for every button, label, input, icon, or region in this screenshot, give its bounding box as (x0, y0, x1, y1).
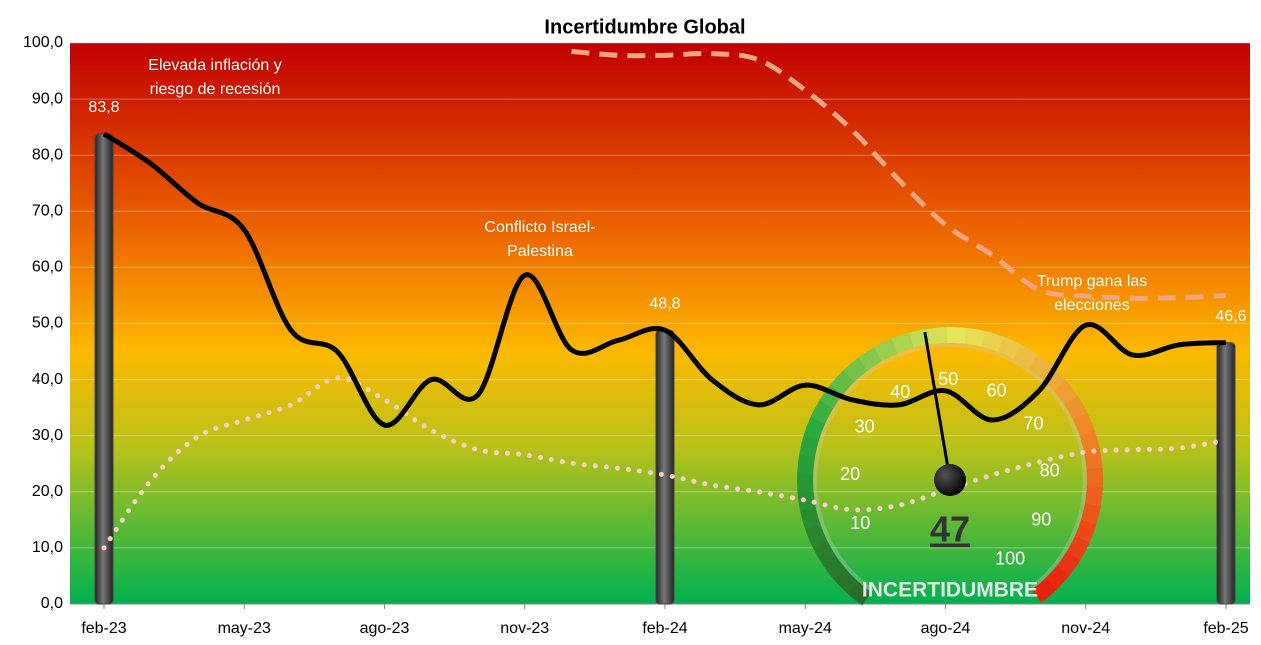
gauge-arc (1001, 344, 1018, 352)
gauge-arc (863, 354, 879, 364)
y-tick-label: 20,0 (32, 483, 63, 500)
y-tick-label: 30,0 (32, 427, 63, 444)
gauge-arc (966, 336, 985, 339)
x-tick-label: feb-25 (1203, 620, 1248, 637)
gauge-arc (1050, 570, 1063, 584)
gauge-arc (878, 346, 895, 354)
x-tick-label: nov-23 (500, 620, 549, 637)
chart: Incertidumbre Global 0,0 10,0 20,0 30,0 40,0… (0, 0, 1261, 640)
annotation: Conflicto Israel- (484, 219, 595, 236)
bar (656, 330, 674, 604)
data-label: 83,8 (88, 99, 119, 116)
annotation: Elevada inflación y (148, 57, 281, 74)
gauge-tick-label: 90 (1031, 510, 1051, 530)
data-label: 46,6 (1215, 308, 1246, 325)
gauge-tick-label: 60 (987, 380, 1007, 400)
y-tick-label: 10,0 (32, 539, 63, 556)
annotation: elecciones (1054, 297, 1130, 314)
gauge-arc (1088, 505, 1092, 524)
y-tick-label: 90,0 (32, 90, 63, 107)
gauge-arc (813, 526, 820, 544)
gauge-arc (807, 437, 811, 456)
gauge-arc (929, 335, 948, 336)
gauge-tick-label: 30 (855, 417, 875, 437)
gauge-arc (984, 339, 1002, 345)
gauge-arc (811, 420, 818, 438)
gauge-arc (1018, 352, 1034, 362)
gauge-arc (1080, 416, 1087, 434)
gauge-arc (947, 335, 966, 336)
annotation: riesgo de recesión (150, 81, 281, 98)
bar (1217, 343, 1235, 604)
y-tick-label: 70,0 (32, 203, 63, 220)
gauge-tick-label: 10 (850, 513, 870, 533)
gauge-arc (805, 454, 807, 473)
gauge-tick-label: 80 (1040, 461, 1060, 481)
x-tick-label: may-24 (779, 620, 832, 637)
x-tick-label: feb-24 (642, 620, 687, 637)
gauge-arc (1071, 400, 1080, 417)
gauge-arc (828, 559, 839, 574)
gauge-arc (1087, 433, 1092, 451)
x-tick-label: may-23 (218, 620, 271, 637)
gauge-tick-label: 70 (1023, 414, 1043, 434)
annotation: Trump gana las (1037, 273, 1148, 290)
gauge-arc (1082, 522, 1089, 540)
page: {"chart_data": { "type": "line", "title"… (0, 0, 1261, 645)
gauge-tick-label: 20 (840, 464, 860, 484)
gauge-arc (818, 404, 827, 421)
gauge-arc (1063, 556, 1074, 572)
gauge-arc (1060, 386, 1071, 401)
gauge-arc (808, 509, 813, 527)
x-tick-label: ago-23 (360, 620, 410, 637)
gauge-arc (1093, 487, 1095, 506)
gauge-tick-label: 100 (995, 549, 1025, 569)
gauge-arc (839, 574, 852, 588)
x-tick-label: nov-24 (1061, 620, 1110, 637)
gauge-arc (837, 375, 850, 389)
data-label: 48,8 (649, 295, 680, 312)
x-tick-label: feb-23 (81, 620, 126, 637)
gauge-arc (849, 364, 864, 376)
y-tick-label: 80,0 (32, 146, 63, 163)
gauge-arc (1073, 539, 1082, 556)
gauge-value: 47 (930, 509, 970, 550)
y-tick-label: 40,0 (32, 371, 63, 388)
gauge-arc (819, 543, 828, 560)
gauge-arc (1033, 361, 1048, 373)
gauge-arc (894, 340, 912, 346)
gauge-hub (934, 464, 966, 496)
chart-title: Incertidumbre Global (544, 16, 745, 38)
y-tick-label: 50,0 (32, 315, 63, 332)
annotation: Palestina (507, 243, 573, 260)
gauge-tick-label: 40 (890, 382, 910, 402)
x-tick-label: ago-24 (921, 620, 971, 637)
y-tick-label: 60,0 (32, 259, 63, 276)
gauge-tick-label: 50 (938, 369, 958, 389)
bar (95, 134, 113, 604)
gauge-arc (1037, 584, 1052, 596)
y-tick-label: 100,0 (23, 34, 63, 51)
y-tick-label: 0,0 (41, 595, 63, 612)
gauge-label: INCERTIDUMBRE (862, 579, 1038, 602)
